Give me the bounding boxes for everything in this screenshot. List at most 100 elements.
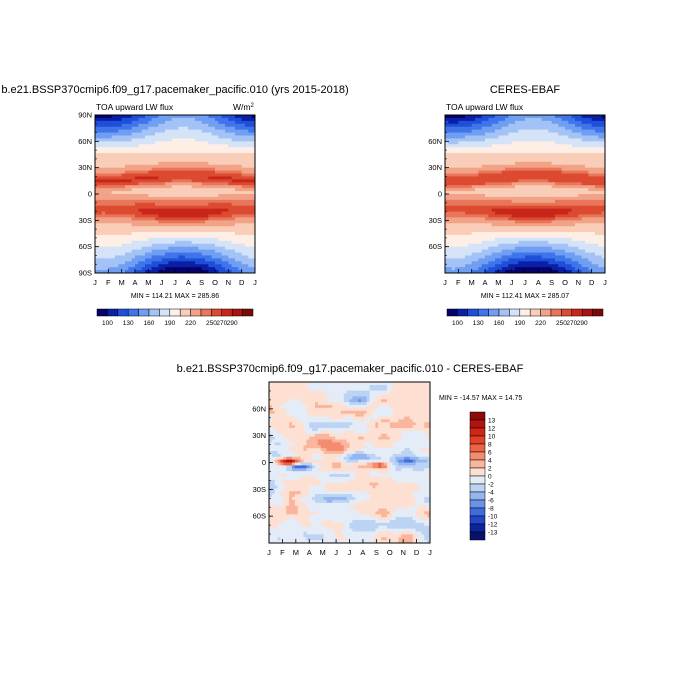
field-cell [165,246,169,250]
field-cell [208,246,213,250]
field-cell [561,234,566,239]
field-cell [215,164,219,169]
field-cell [181,246,186,250]
field-cell [521,176,526,180]
field-cell [131,264,136,268]
field-cell [561,129,566,133]
field-cell [215,202,219,207]
field-cell [581,135,586,139]
field-cell [248,141,253,145]
field-cell [518,129,523,133]
field-cell [108,153,113,157]
field-cell [245,155,249,160]
field-cell [505,115,509,119]
field-cell [515,155,519,160]
field-cell [498,237,503,242]
field-cell [475,153,479,157]
field-cell [128,258,133,262]
field-cell [498,255,503,259]
field-cell [468,237,473,242]
field-cell [445,258,449,262]
field-cell [165,223,169,227]
field-cell [171,185,176,189]
field-cell [568,115,573,119]
field-cell [105,185,109,189]
field-cell [478,191,483,195]
field-cell [471,246,476,250]
field-cell [205,249,209,253]
field-cell [248,185,253,189]
field-cell [528,141,533,145]
field-cell [541,150,546,154]
field-cell [471,199,476,204]
field-cell [148,115,153,119]
field-cell [511,267,516,271]
field-cell [128,202,133,207]
field-cell [541,176,546,180]
field-cell [171,246,176,250]
field-cell [141,264,146,268]
field-cell [175,202,179,207]
field-cell [531,150,536,154]
field-cell [155,229,159,233]
field-cell [448,132,453,136]
field-cell [128,185,133,189]
field-cell [471,220,476,224]
field-cell [495,252,499,256]
field-cell [98,147,103,151]
field-cell [468,208,473,212]
field-cell [485,132,489,136]
field-cell [505,158,509,163]
field-cell [481,126,486,131]
field-cell [218,255,223,259]
field-cell [105,249,109,253]
field-cell [465,117,469,122]
field-cell [188,155,193,160]
field-cell [121,217,126,221]
field-cell [115,167,119,171]
field-cell [448,220,453,224]
field-cell [485,141,489,145]
field-cell [501,270,506,273]
field-cell [135,117,139,122]
field-cell [218,120,223,125]
field-cell [501,191,506,195]
field-cell [105,191,109,195]
field-cell [518,155,523,160]
field-cell [155,191,159,195]
field-cell [475,179,479,183]
field-cell [451,117,456,122]
field-cell [225,232,229,236]
field-cell [111,226,116,230]
field-cell [168,161,173,166]
field-cell [151,223,156,227]
field-cell [215,232,219,236]
field-cell [108,170,113,174]
field-cell [495,226,499,230]
field-cell [465,249,469,253]
field-cell [128,211,133,215]
field-cell [468,182,473,186]
field-cell [118,261,123,265]
field-cell [175,185,179,189]
field-cell [515,126,519,131]
field-cell [541,237,546,242]
field-cell [215,249,219,253]
field-cell [128,150,133,154]
field-cell [561,120,566,125]
field-cell [108,234,113,239]
field-cell [501,144,506,148]
field-cell [175,226,179,230]
field-cell [141,267,146,271]
field-cell [565,199,569,204]
field-cell [491,191,496,195]
field-cell [158,132,163,136]
field-cell [575,179,579,183]
field-cell [165,252,169,256]
field-cell [471,164,476,169]
field-cell [141,258,146,262]
field-cell [528,252,533,256]
field-cell [105,117,109,122]
field-cell [501,147,506,151]
field-cell [561,270,566,273]
